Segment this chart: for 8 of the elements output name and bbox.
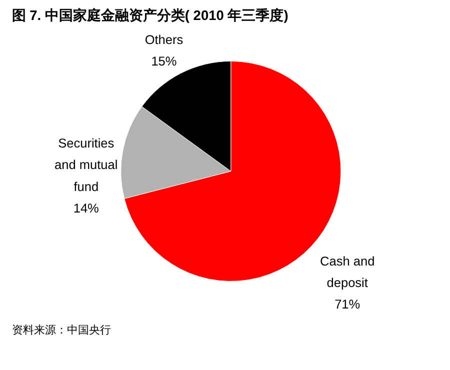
data-label: 15% [151, 53, 177, 68]
data-label: 14% [73, 200, 99, 216]
slice-label: Cash and deposit [320, 253, 375, 290]
text: 资料来源：中国央行 [12, 323, 111, 336]
slice-label: Others [144, 32, 184, 47]
slice-label: Securities and mutual fund [54, 136, 118, 194]
data-label: 71% [334, 296, 360, 312]
chart-title: 图 7. 中国家庭金融资产分类( 2010 年三季度) [12, 6, 288, 23]
